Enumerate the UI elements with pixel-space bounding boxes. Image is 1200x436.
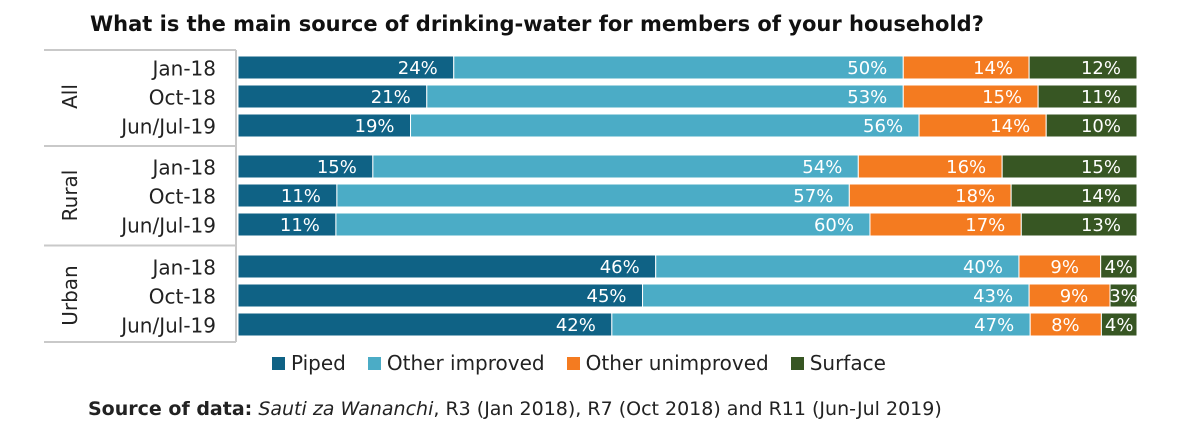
data-label: 19% bbox=[355, 116, 395, 137]
data-label: 57% bbox=[793, 186, 833, 207]
legend-label: Piped bbox=[291, 351, 346, 375]
data-label: 11% bbox=[280, 215, 320, 236]
data-label: 3% bbox=[1109, 286, 1138, 307]
data-label: 60% bbox=[814, 215, 854, 236]
data-label: 14% bbox=[1081, 186, 1121, 207]
data-label: 40% bbox=[963, 257, 1003, 278]
legend: Piped Other improved Other unimproved Surfa… bbox=[272, 348, 886, 378]
data-label: 12% bbox=[1081, 58, 1121, 79]
group-label: All bbox=[58, 84, 82, 109]
bar-segment bbox=[335, 212, 871, 237]
bar-segment bbox=[1037, 84, 1138, 109]
category-tick-label: Oct-18 bbox=[149, 86, 216, 110]
data-label: 9% bbox=[1050, 257, 1079, 278]
legend-item: Surface bbox=[790, 351, 886, 375]
bar-segment bbox=[410, 113, 920, 138]
bar-segment bbox=[1020, 212, 1138, 237]
data-label: 50% bbox=[847, 58, 887, 79]
source-detail: , R3 (Jan 2018), R7 (Oct 2018) and R11 (… bbox=[433, 398, 942, 420]
category-tick-label: Jun/Jul-19 bbox=[119, 214, 216, 238]
data-label: 43% bbox=[973, 286, 1013, 307]
source-note: Source of data: Sauti za Wananchi, R3 (J… bbox=[88, 398, 942, 420]
bar-segment bbox=[1010, 183, 1138, 208]
data-label: 17% bbox=[965, 215, 1005, 236]
category-tick-label: Jan-18 bbox=[151, 156, 217, 180]
group-label: Urban bbox=[58, 265, 82, 326]
bar-segment bbox=[453, 55, 904, 80]
bar-segment bbox=[642, 283, 1030, 308]
category-tick-label: Jun/Jul-19 bbox=[119, 115, 216, 139]
data-label: 15% bbox=[317, 157, 357, 178]
data-label: 42% bbox=[556, 315, 596, 336]
category-tick-label: Jan-18 bbox=[151, 57, 217, 81]
data-label: 9% bbox=[1060, 286, 1089, 307]
data-label: 18% bbox=[955, 186, 995, 207]
bar-segment bbox=[426, 84, 904, 109]
data-label: 14% bbox=[990, 116, 1030, 137]
data-label: 8% bbox=[1051, 315, 1080, 336]
data-label: 13% bbox=[1081, 215, 1121, 236]
data-label: 45% bbox=[587, 286, 627, 307]
data-label: 10% bbox=[1081, 116, 1121, 137]
data-label: 11% bbox=[1081, 87, 1121, 108]
data-label: 4% bbox=[1105, 257, 1134, 278]
data-label: 56% bbox=[863, 116, 903, 137]
legend-label: Other improved bbox=[386, 351, 545, 375]
bar-segment bbox=[1100, 254, 1138, 279]
bar-segment bbox=[237, 283, 644, 308]
data-label: 11% bbox=[281, 186, 321, 207]
data-label: 21% bbox=[371, 87, 411, 108]
bar-segment bbox=[1028, 55, 1138, 80]
group-label: Rural bbox=[58, 170, 82, 222]
category-tick-label: Oct-18 bbox=[149, 185, 216, 209]
data-label: 15% bbox=[982, 87, 1022, 108]
data-label: 24% bbox=[398, 58, 438, 79]
data-label: 47% bbox=[974, 315, 1014, 336]
legend-label: Surface bbox=[809, 351, 886, 375]
legend-swatch bbox=[367, 356, 381, 370]
data-label: 54% bbox=[802, 157, 842, 178]
legend-label: Other unimproved bbox=[585, 351, 769, 375]
data-label: 16% bbox=[946, 157, 986, 178]
bar-segment bbox=[1045, 113, 1138, 138]
bar-segment bbox=[1001, 154, 1138, 179]
bar-segment bbox=[336, 183, 850, 208]
data-label: 46% bbox=[600, 257, 640, 278]
bar-segment bbox=[1100, 312, 1138, 337]
category-tick-label: Jun/Jul-19 bbox=[119, 314, 216, 338]
bar-segment bbox=[372, 154, 859, 179]
legend-swatch bbox=[790, 356, 804, 370]
data-label: 14% bbox=[973, 58, 1013, 79]
chart-title: What is the main source of drinking-wate… bbox=[90, 12, 984, 36]
bar-segment bbox=[237, 254, 657, 279]
legend-item: Other unimproved bbox=[566, 351, 769, 375]
bar-segment bbox=[1109, 283, 1138, 308]
bar-segment bbox=[611, 312, 1031, 337]
source-label: Source of data: bbox=[88, 398, 253, 420]
source-publication: Sauti za Wananchi bbox=[258, 398, 434, 420]
legend-item: Piped bbox=[272, 351, 346, 375]
data-label: 4% bbox=[1105, 315, 1134, 336]
data-label: 53% bbox=[847, 87, 887, 108]
legend-swatch bbox=[566, 356, 580, 370]
data-label: 15% bbox=[1081, 157, 1121, 178]
legend-item: Other improved bbox=[367, 351, 545, 375]
category-tick-label: Oct-18 bbox=[149, 285, 216, 309]
category-tick-label: Jan-18 bbox=[151, 256, 217, 280]
legend-swatch bbox=[272, 356, 285, 370]
